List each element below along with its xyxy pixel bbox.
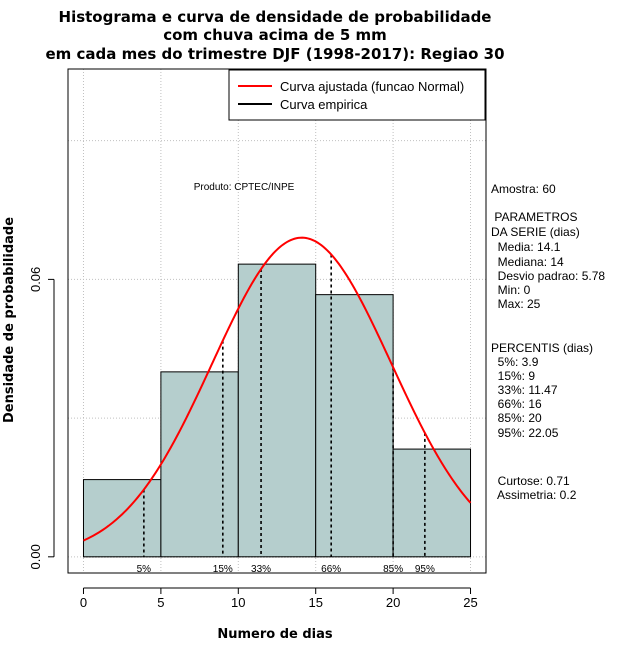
- percentile-lines: 5% 15% 33% 66% 85% 95%: [137, 254, 435, 575]
- x-tick-label: 0: [80, 595, 87, 610]
- stat-p95: 95%: 22.05: [491, 426, 559, 440]
- x-tick-label: 5: [157, 595, 164, 610]
- stat-p15: 15%: 9: [491, 369, 535, 383]
- legend-box: [228, 69, 486, 121]
- legend-label-normal: Curva ajustada (funcao Normal): [280, 79, 464, 94]
- stat-p33: 33%: 11.47: [491, 383, 558, 397]
- stat-curtose: Curtose: 0.71: [491, 474, 570, 488]
- stat-percentis-heading: PERCENTIS (dias): [491, 341, 593, 355]
- statistics-panel: Amostra: 60 PARAMETROS DA SERIE (dias) M…: [491, 182, 605, 502]
- stat-min: Min: 0: [491, 283, 531, 297]
- percentile-label: 95%: [415, 564, 435, 575]
- y-axis-label: Densidade de probabilidade: [2, 217, 17, 423]
- plot-frame: [67, 68, 487, 574]
- normal-fit-curve: [83, 236, 472, 542]
- legend-label-empirical: Curva empirica: [280, 97, 368, 112]
- x-tick-label: 20: [386, 595, 400, 610]
- x-axis: 0 5 10 15 20 25: [80, 587, 478, 610]
- percentile-label: 66%: [321, 564, 341, 575]
- x-axis-label: Numero de dias: [217, 627, 333, 642]
- histogram-bars: [82, 263, 472, 558]
- histogram-bar: [237, 263, 317, 558]
- x-tick-label: 10: [231, 595, 245, 610]
- chart-title-line-2: com chuva acima de 5 mm: [163, 26, 387, 44]
- histogram-bar: [82, 479, 162, 558]
- percentile-label: 15%: [213, 564, 233, 575]
- histogram-bar: [392, 448, 472, 558]
- percentile-label: 85%: [383, 564, 403, 575]
- chart-title-line-3: em cada mes do trimestre DJF (1998-2017)…: [45, 45, 504, 63]
- stat-p5: 5%: 3.9: [491, 355, 539, 369]
- chart-title-line-1: Histograma e curva de densidade de proba…: [59, 8, 492, 26]
- stat-p66: 66%: 16: [491, 397, 542, 411]
- y-tick-label: 0.00: [28, 544, 43, 569]
- stat-media: Media: 14.1: [491, 240, 561, 254]
- y-tick-label: 0.06: [28, 267, 43, 292]
- stat-amostra: Amostra: 60: [491, 182, 556, 196]
- y-axis: 0.00 0.06: [28, 267, 55, 569]
- stat-p85: 85%: 20: [491, 411, 542, 425]
- stat-mediana: Mediana: 14: [491, 255, 564, 269]
- legend: Curva ajustada (funcao Normal) Curva emp…: [228, 69, 486, 121]
- stat-parametros-heading: PARAMETROS: [491, 210, 577, 224]
- histogram-bar: [315, 294, 394, 558]
- percentile-label: 33%: [251, 564, 271, 575]
- stat-desvio: Desvio padrao: 5.78: [491, 269, 605, 283]
- stat-max: Max: 25: [491, 297, 541, 311]
- percentile-label: 5%: [137, 564, 152, 575]
- stat-assimetria: Assimetria: 0.2: [491, 488, 577, 502]
- product-annotation: Produto: CPTEC/INPE: [194, 182, 295, 193]
- x-tick-label: 25: [463, 595, 477, 610]
- stat-serie-heading: DA SERIE (dias): [491, 225, 580, 239]
- histogram-bar: [160, 371, 239, 558]
- x-tick-label: 15: [308, 595, 322, 610]
